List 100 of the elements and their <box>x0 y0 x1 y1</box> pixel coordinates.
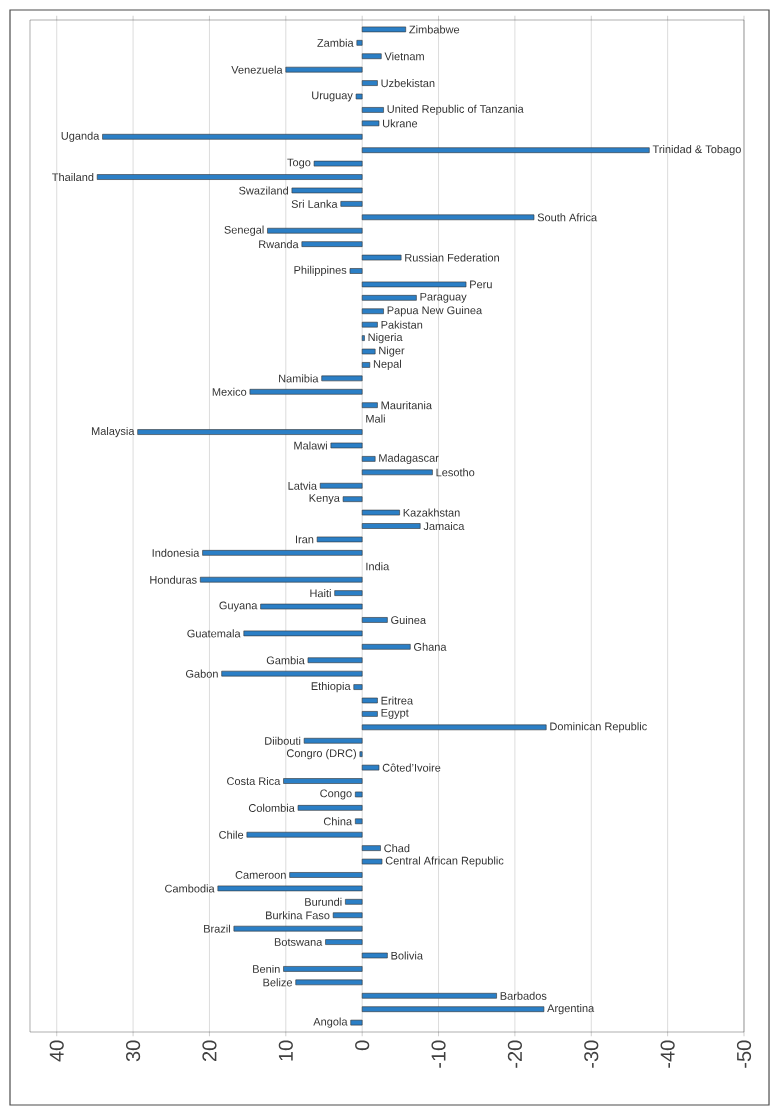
bar <box>361 348 376 355</box>
x-tick-label: 30 <box>126 1040 141 1062</box>
y-tick-label: Russian Federation <box>405 253 499 262</box>
bar <box>361 858 383 865</box>
y-tick-label: Pakistan <box>381 320 423 329</box>
y-tick-label: Guatemala <box>187 629 241 638</box>
bar <box>361 992 497 999</box>
y-tick-label: Guinea <box>391 615 427 624</box>
bar <box>361 214 535 221</box>
y-tick-label: Chile <box>219 830 244 839</box>
bar <box>361 321 378 328</box>
y-tick-label: Brazil <box>204 924 230 933</box>
y-tick-label: Niger <box>379 346 405 357</box>
bar <box>301 241 363 247</box>
bar <box>361 53 382 60</box>
bar <box>361 362 371 368</box>
bar <box>361 764 380 771</box>
y-tick-label: United Republic of Tanzania <box>387 104 524 116</box>
bar <box>356 40 363 46</box>
bar <box>342 496 363 502</box>
bar <box>361 295 417 301</box>
y-tick-label: Barbados <box>500 991 547 1000</box>
bar <box>361 147 650 153</box>
y-tick-label: Honduras <box>150 575 197 584</box>
bar <box>102 133 363 140</box>
y-tick-label: Gambia <box>266 656 305 665</box>
y-tick-label: Ghana <box>414 642 447 651</box>
y-tick-label: Swaziland <box>239 186 288 195</box>
y-tick-label: Egypt <box>381 709 409 719</box>
y-tick-label: Dominican Republic <box>550 722 647 733</box>
bar <box>340 201 363 207</box>
bar <box>361 724 547 731</box>
bar <box>361 845 381 851</box>
y-tick-label: Côted’Ivoire <box>382 763 441 772</box>
bar <box>361 281 467 288</box>
y-tick-label: Angola <box>313 1017 348 1028</box>
y-tick-label: Malawi <box>294 441 327 450</box>
y-tick-label: Malaysia <box>91 426 135 438</box>
bar <box>291 187 363 194</box>
y-tick-label: Venezuela <box>231 65 283 74</box>
y-tick-label: Belize <box>263 978 293 987</box>
bar <box>361 469 433 476</box>
bar <box>267 227 363 234</box>
y-tick-label: China <box>323 817 353 826</box>
y-tick-label: Chad <box>384 844 410 853</box>
y-tick-label: Mauritania <box>381 401 432 410</box>
y-tick-label: Trinidad & Tobago <box>652 145 741 156</box>
bar <box>361 509 400 516</box>
bar <box>361 402 378 409</box>
y-tick-label: Rwanda <box>259 240 299 249</box>
y-tick-label: Cambodia <box>165 884 215 893</box>
bar <box>361 952 388 959</box>
y-tick-label: Papua New Guinea <box>387 306 483 317</box>
bar <box>361 697 378 704</box>
bar <box>361 80 378 86</box>
y-tick-label: Argentina <box>547 1004 595 1015</box>
x-tick-label: -30 <box>584 1040 599 1068</box>
y-tick-label: Central African Republic <box>385 856 504 867</box>
y-tick-label: Mexico <box>212 387 247 396</box>
y-tick-label: Lesotho <box>436 468 475 477</box>
y-tick-label: Thailand <box>52 173 94 182</box>
bar <box>361 26 406 33</box>
bar <box>217 885 363 892</box>
bar <box>361 308 384 315</box>
x-tick-label: 10 <box>278 1040 293 1061</box>
bar <box>361 523 421 529</box>
x-tick-label: -50 <box>736 1040 752 1068</box>
bar <box>345 899 363 905</box>
y-tick-label: Namibia <box>279 374 319 383</box>
y-tick-label: Vietnam <box>384 52 424 61</box>
bar <box>332 912 363 919</box>
y-tick-label: Burundi <box>305 897 342 906</box>
x-tick-label: 0 <box>355 1040 370 1051</box>
y-tick-label: Eritrea <box>381 696 414 705</box>
y-tick-label: Congro (DRC) <box>286 749 356 760</box>
bar <box>350 1019 363 1026</box>
y-tick-label: Latvia <box>288 481 317 490</box>
bar <box>283 778 363 784</box>
bar <box>361 1006 545 1012</box>
bar <box>202 550 363 556</box>
y-tick-label: Uruguay <box>312 91 353 102</box>
bar <box>361 254 402 261</box>
x-tick-label: -10 <box>431 1040 446 1068</box>
bar <box>361 335 365 341</box>
y-tick-label: Uganda <box>61 131 100 142</box>
bar <box>330 442 363 449</box>
y-tick-label: South Africa <box>537 213 598 222</box>
bar <box>283 966 363 972</box>
y-tick-label: Paraguay <box>420 292 467 303</box>
bar <box>321 375 363 382</box>
y-tick-label: Botswana <box>274 938 323 946</box>
y-tick-label: Kenya <box>309 494 340 505</box>
x-tick-label: -40 <box>660 1040 675 1068</box>
bar <box>334 590 363 596</box>
bar <box>96 174 363 180</box>
bar <box>246 831 363 838</box>
y-tick-label: Diibouti <box>265 736 301 745</box>
bar <box>260 603 363 610</box>
y-tick-label: Bolivia <box>391 951 423 960</box>
bar <box>313 160 363 167</box>
